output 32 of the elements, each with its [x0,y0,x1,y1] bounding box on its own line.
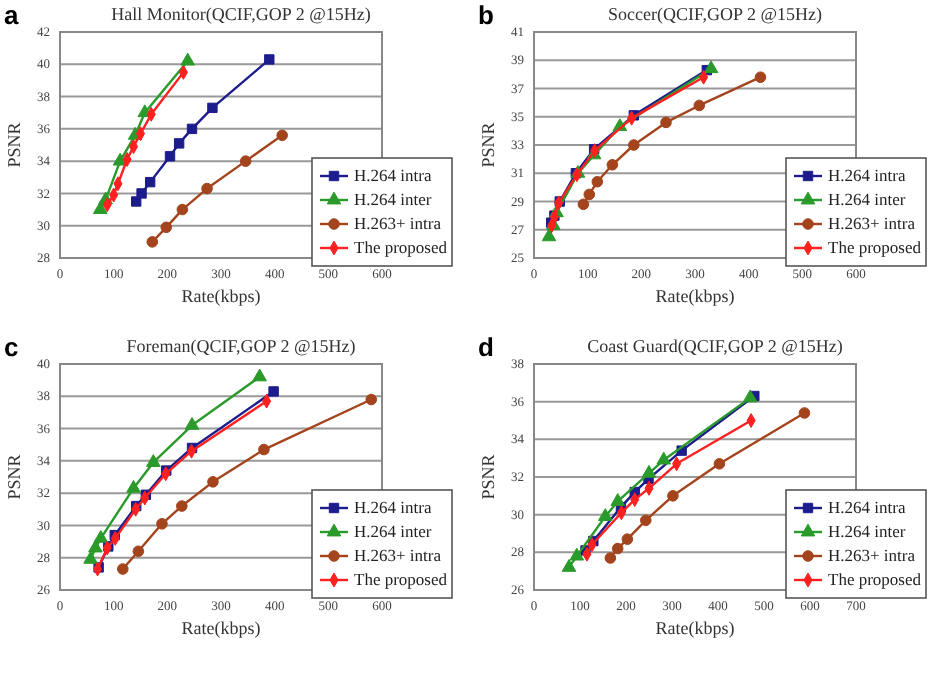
legend-label: H.264 inter [354,521,432,542]
text: d [478,332,494,362]
x-axis-title: Rate(kbps) [655,618,735,638]
text: b [478,0,494,30]
legend-label: The proposed [828,569,923,590]
x-axis-title: Rate(kbps) [181,618,261,638]
legend-label: H.264 inter [354,189,432,210]
y-axis-title: PSNR [4,454,24,500]
legend-label: The proposed [354,569,449,590]
chart-title: Soccer(QCIF,GOP 2 @15Hz) [608,4,822,24]
legend-label: H.264 intra [354,497,432,518]
legend-label: H.264 intra [828,497,906,518]
text: c [4,332,19,362]
legend-label: The proposed [828,237,923,258]
legend-label: H.264 inter [828,189,906,210]
chart-title: Coast Guard(QCIF,GOP 2 @15Hz) [587,336,843,356]
y-axis-title: PSNR [4,122,24,168]
y-axis-title: PSNR [478,122,498,168]
legend-label: The proposed [354,237,449,258]
x-axis-title: Rate(kbps) [181,286,261,306]
chart-title: Foreman(QCIF,GOP 2 @15Hz) [126,336,356,356]
legend-label: H.263+ intra [828,545,916,566]
y-axis-title: PSNR [478,454,498,500]
x-axis-title: Rate(kbps) [655,286,735,306]
legend-label: H.263+ intra [828,213,916,234]
legend-label: H.263+ intra [354,213,442,234]
legend-label: H.264 intra [354,165,432,186]
legend-label: H.264 intra [828,165,906,186]
chart-title: Hall Monitor(QCIF,GOP 2 @15Hz) [111,4,371,24]
legend-label: H.263+ intra [354,545,442,566]
text: a [4,0,20,30]
legend-label: H.264 inter [828,521,906,542]
